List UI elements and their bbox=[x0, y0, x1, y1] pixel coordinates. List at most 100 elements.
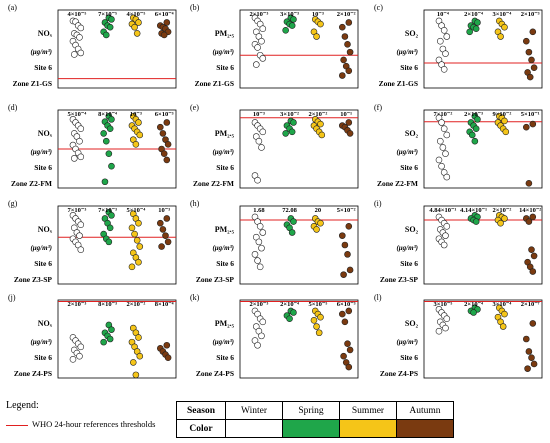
data-point bbox=[525, 218, 533, 225]
data-point bbox=[258, 244, 265, 252]
chart-panel: (j) NOₓ (μg/m³) Site 6 Zone Z4-PS 2×10⁻³ 8×10⁻… bbox=[8, 293, 177, 379]
data-point bbox=[254, 176, 261, 184]
p-value-label: 2×10⁻³ bbox=[249, 301, 268, 308]
data-point bbox=[442, 50, 449, 57]
panel-letter: (b) bbox=[190, 3, 200, 12]
unit-label: (μg/m³) bbox=[396, 244, 418, 252]
data-point bbox=[77, 221, 85, 229]
pollutant-label: PM₂.₅ bbox=[215, 225, 235, 234]
data-point bbox=[530, 64, 538, 72]
season-summer: Summer bbox=[339, 401, 397, 420]
data-point bbox=[501, 310, 508, 318]
chart-panel: (d) NOₓ (μg/m³) Site 6 Zone Z2-FM 5×10⁻⁴ 8×10⁻… bbox=[8, 103, 177, 189]
data-point bbox=[501, 215, 508, 222]
p-value-label: 2×10⁻⁴ bbox=[464, 11, 483, 18]
data-point bbox=[528, 354, 535, 362]
plot-frame bbox=[57, 205, 177, 285]
season-winter: Winter bbox=[225, 401, 283, 420]
data-point bbox=[76, 352, 83, 360]
data-point bbox=[339, 310, 346, 318]
unit-label: (μg/m³) bbox=[212, 338, 234, 346]
pollutant-label: NOₓ bbox=[38, 225, 53, 234]
zone-label: Zone Z2-FM bbox=[11, 179, 52, 188]
season-autumn: Autumn bbox=[396, 401, 454, 420]
data-point bbox=[497, 219, 504, 227]
data-point bbox=[135, 119, 142, 126]
data-point bbox=[157, 219, 164, 227]
plot-frame bbox=[423, 9, 543, 89]
panel-letter: (d) bbox=[8, 103, 18, 112]
data-point bbox=[108, 116, 115, 123]
data-point bbox=[435, 327, 443, 335]
chart-panel: (f) SO₂ (μg/m³) Site 6 Zone Z2-FM 7×10⁻² 2×10⁻… bbox=[374, 103, 543, 189]
p-value-label: 8×10⁻⁴ bbox=[155, 301, 174, 308]
pollutant-label: NOₓ bbox=[38, 29, 53, 38]
unit-label: (μg/m³) bbox=[212, 148, 234, 156]
plot-frame bbox=[423, 109, 543, 189]
data-point bbox=[259, 25, 267, 33]
data-point bbox=[131, 23, 138, 31]
data-point bbox=[345, 307, 353, 315]
pollutant-label: NOₓ bbox=[38, 319, 53, 328]
panel-letter: (h) bbox=[190, 199, 200, 208]
data-point bbox=[290, 119, 297, 126]
data-point bbox=[108, 326, 115, 333]
data-point bbox=[529, 320, 537, 327]
data-point bbox=[132, 371, 140, 379]
p-value-label: 5×10⁻² bbox=[337, 207, 356, 214]
data-point bbox=[439, 144, 447, 151]
data-point bbox=[163, 119, 171, 126]
data-point bbox=[501, 23, 508, 31]
unit-label: (μg/m³) bbox=[396, 338, 418, 346]
data-point bbox=[108, 16, 115, 23]
p-value-label: 3×10⁻⁴ bbox=[492, 301, 511, 308]
p-value-label: 2×10⁻³ bbox=[521, 11, 540, 18]
pollutant-label: PM₂.₅ bbox=[215, 319, 235, 328]
data-point bbox=[310, 316, 318, 324]
zone-label: Zone Z4-PS bbox=[196, 369, 234, 378]
data-point bbox=[529, 268, 537, 275]
data-point bbox=[442, 150, 449, 157]
data-point bbox=[163, 341, 171, 349]
panel-letter: (j) bbox=[8, 293, 16, 302]
data-point bbox=[345, 67, 353, 75]
data-point bbox=[344, 340, 351, 347]
data-point bbox=[443, 131, 451, 139]
data-point bbox=[345, 119, 353, 126]
data-point bbox=[76, 33, 83, 41]
site-label: Site 6 bbox=[216, 163, 234, 172]
data-point bbox=[77, 153, 85, 161]
color-swatch-summer bbox=[339, 419, 397, 438]
site-label: Site 6 bbox=[34, 63, 52, 72]
data-point bbox=[254, 257, 261, 264]
data-point bbox=[529, 28, 537, 36]
data-point bbox=[438, 119, 445, 126]
p-value-label: 3×10⁻² bbox=[280, 111, 299, 118]
chart-panel: (l) SO₂ (μg/m³) Site 6 Zone Z4-PS 3×10⁻⁵ 2×10⁻… bbox=[374, 293, 543, 379]
p-value-label: 3×10⁻⁴ bbox=[492, 11, 511, 18]
p-value-label: 10⁻⁴ bbox=[437, 11, 449, 18]
data-point bbox=[346, 266, 354, 274]
data-point bbox=[339, 23, 346, 31]
p-value-label: 3×10⁻⁵ bbox=[433, 301, 452, 308]
data-point bbox=[100, 338, 107, 346]
p-value-label: 2×10⁻² bbox=[308, 111, 327, 118]
data-point bbox=[76, 232, 83, 239]
data-point bbox=[136, 352, 144, 360]
chart-panel: (e) PM₂.₅ (μg/m³) Site 6 Zone Z2-FM 10⁻³ 3×10⁻… bbox=[190, 103, 359, 189]
data-point bbox=[256, 263, 264, 271]
data-point bbox=[133, 30, 141, 37]
panel-letter: (a) bbox=[8, 3, 17, 12]
data-point bbox=[339, 232, 346, 239]
zone-label: Zone Z3-SP bbox=[380, 275, 419, 284]
data-point bbox=[345, 19, 353, 26]
color-swatch-autumn bbox=[396, 419, 454, 438]
panel-letter: (c) bbox=[374, 3, 383, 12]
data-point bbox=[340, 271, 347, 278]
data-point bbox=[255, 238, 263, 246]
p-value-label: 3×10⁻³ bbox=[280, 11, 299, 18]
data-point bbox=[105, 150, 113, 157]
plot-frame bbox=[239, 299, 359, 379]
data-point bbox=[466, 28, 473, 36]
data-point bbox=[474, 116, 481, 123]
